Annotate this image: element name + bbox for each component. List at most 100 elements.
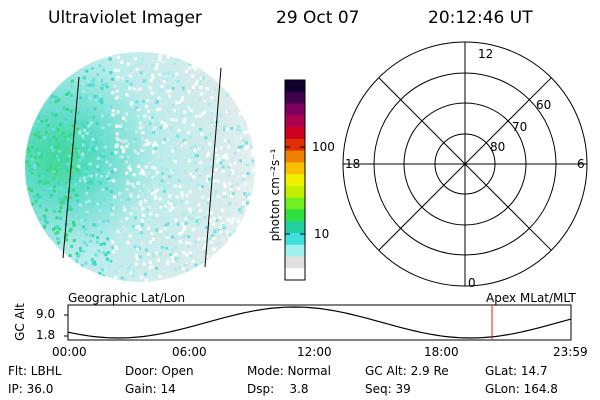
disk-speckle xyxy=(214,189,218,193)
disk-speckle xyxy=(116,69,120,73)
disk-speckle xyxy=(106,71,110,74)
disk-speckle xyxy=(246,145,250,149)
disk-speckle xyxy=(198,79,202,83)
disk-speckle xyxy=(35,161,39,165)
disk-speckle xyxy=(82,137,86,140)
disk-speckle xyxy=(92,145,96,149)
disk-speckle xyxy=(38,155,42,159)
disk-speckle xyxy=(212,247,216,251)
disk-speckle xyxy=(144,143,148,147)
colorbar-segment xyxy=(285,127,305,140)
disk-speckle xyxy=(188,262,192,266)
disk-speckle xyxy=(171,86,175,90)
disk-speckle xyxy=(170,101,174,105)
disk-speckle xyxy=(172,239,176,243)
disk-speckle xyxy=(160,245,164,249)
disk-speckle xyxy=(115,77,119,81)
disk-speckle xyxy=(166,222,170,226)
disk-speckle xyxy=(30,196,34,200)
disk-speckle xyxy=(98,220,102,224)
disk-speckle xyxy=(157,118,161,122)
disk-speckle xyxy=(219,230,223,234)
disk-speckle xyxy=(142,144,146,148)
disk-speckle xyxy=(152,216,156,220)
disk-speckle xyxy=(170,255,174,259)
disk-speckle xyxy=(112,84,116,88)
disk-speckle xyxy=(149,234,153,238)
disk-speckle xyxy=(80,264,84,268)
disk-speckle xyxy=(155,91,159,95)
disk-speckle xyxy=(111,91,115,95)
disk-speckle xyxy=(158,58,162,62)
disk-speckle xyxy=(48,167,52,171)
disk-speckle xyxy=(82,249,86,253)
disk-speckle xyxy=(142,243,146,247)
disk-speckle xyxy=(69,227,73,231)
disk-speckle xyxy=(169,206,173,210)
disk-speckle xyxy=(183,110,187,114)
disk-speckle xyxy=(93,94,97,98)
disk-speckle xyxy=(171,149,175,153)
disk-speckle xyxy=(148,119,152,123)
disk-speckle xyxy=(31,157,34,161)
disk-speckle xyxy=(135,247,139,251)
disk-speckle xyxy=(155,188,159,192)
disk-speckle xyxy=(182,251,186,255)
disk-speckle xyxy=(82,128,86,132)
disk-speckle xyxy=(55,216,59,220)
disk-speckle xyxy=(97,97,101,101)
disk-speckle xyxy=(107,264,111,268)
disk-speckle xyxy=(49,194,53,198)
disk-speckle xyxy=(229,163,233,167)
disk-speckle xyxy=(83,130,86,134)
disk-speckle xyxy=(214,148,218,152)
disk-speckle xyxy=(83,143,87,147)
disk-speckle xyxy=(178,240,182,244)
disk-speckle xyxy=(188,190,192,194)
disk-speckle xyxy=(44,173,48,177)
disk-speckle xyxy=(155,251,159,255)
disk-speckle xyxy=(230,169,234,173)
disk-speckle xyxy=(139,171,143,175)
disk-speckle xyxy=(150,265,154,269)
disk-speckle xyxy=(221,159,225,163)
disk-speckle xyxy=(161,108,165,111)
disk-speckle xyxy=(170,248,174,252)
disk-speckle xyxy=(174,147,177,151)
disk-speckle xyxy=(120,123,123,127)
disk-speckle xyxy=(88,148,92,152)
disk-speckle xyxy=(198,171,202,175)
disk-speckle xyxy=(54,191,58,195)
disk-speckle xyxy=(159,126,163,130)
disk-speckle xyxy=(165,236,169,240)
disk-speckle xyxy=(26,147,30,151)
disk-speckle xyxy=(56,230,60,234)
disk-speckle xyxy=(88,162,92,166)
disk-speckle xyxy=(182,75,186,79)
disk-speckle xyxy=(156,120,160,124)
disk-speckle xyxy=(125,188,129,192)
polar-label-lat-60: 60 xyxy=(536,98,552,112)
disk-speckle xyxy=(47,138,51,142)
disk-speckle xyxy=(99,137,102,141)
disk-speckle xyxy=(192,161,196,165)
timeline-left-caption: Geographic Lat/Lon xyxy=(68,291,186,305)
disk-speckle xyxy=(205,226,208,230)
disk-speckle xyxy=(223,128,227,132)
disk-speckle xyxy=(159,229,163,233)
disk-speckle xyxy=(56,127,60,131)
disk-speckle xyxy=(168,175,172,179)
disk-speckle xyxy=(118,236,122,240)
disk-speckle xyxy=(79,249,83,252)
disk-speckle xyxy=(206,154,210,157)
disk-speckle xyxy=(117,269,121,273)
disk-speckle xyxy=(65,168,69,172)
disk-speckle xyxy=(189,179,192,183)
disk-speckle xyxy=(136,152,140,156)
disk-speckle xyxy=(57,241,60,245)
disk-speckle xyxy=(88,199,91,203)
disk-speckle xyxy=(170,118,174,121)
disk-speckle xyxy=(97,253,101,257)
disk-speckle xyxy=(215,153,219,157)
disk-speckle xyxy=(70,159,74,163)
